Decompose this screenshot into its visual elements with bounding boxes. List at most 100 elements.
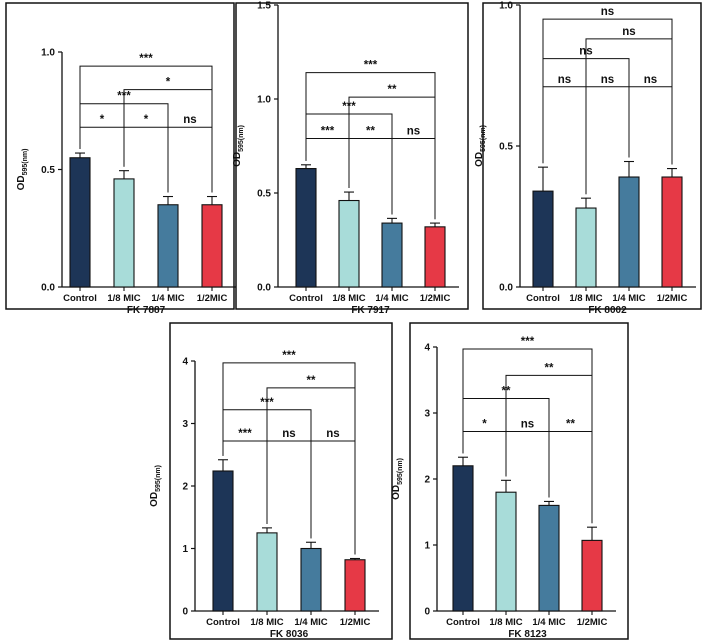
panel-frame bbox=[5, 2, 235, 310]
significance-label: *** bbox=[321, 125, 335, 137]
significance-label: ** bbox=[545, 362, 554, 374]
x-tick-label: 1/8 MIC bbox=[489, 617, 522, 628]
panel-frame bbox=[169, 322, 393, 640]
bar-0 bbox=[212, 470, 234, 612]
significance-bracket bbox=[628, 86, 673, 165]
significance-bracket bbox=[391, 137, 436, 220]
x-tick-label: Control bbox=[63, 293, 97, 304]
chart-panel-3: 0.0 0.5 1.0 OD595(nm) Control 1/8 MIC 1/4 MIC 1… bbox=[474, 1, 702, 316]
significance-bracket bbox=[542, 86, 587, 195]
bar-1 bbox=[575, 207, 597, 288]
y-axis-label-sub: 595(nm) bbox=[22, 149, 29, 176]
y-axis-label: OD595(nm) bbox=[16, 149, 29, 191]
significance-label: ns bbox=[521, 418, 534, 430]
y-axis-label-main: OD bbox=[391, 485, 402, 500]
x-tick-label: Control bbox=[289, 293, 323, 304]
significance-label: *** bbox=[521, 336, 535, 348]
y-axis-label-sub: 595(nm) bbox=[397, 458, 404, 485]
significance-label: *** bbox=[282, 350, 296, 362]
y-axis-label-sub: 595(nm) bbox=[155, 465, 162, 492]
significance-label: ns bbox=[183, 114, 196, 126]
x-tick-label: 1/4 MIC bbox=[612, 293, 645, 304]
bar-2 bbox=[381, 222, 403, 288]
x-tick-label: Control bbox=[446, 617, 480, 628]
bar-0 bbox=[295, 168, 317, 288]
significance-bracket bbox=[462, 348, 593, 524]
x-tick-label: 1/4 MIC bbox=[294, 617, 327, 628]
y-axis-label-main: OD bbox=[149, 492, 160, 507]
y-axis-label: OD595(nm) bbox=[391, 458, 404, 500]
x-tick-label: 1/8 MIC bbox=[250, 617, 283, 628]
bar-3 bbox=[424, 226, 446, 288]
bar-0 bbox=[532, 190, 554, 288]
significance-bracket bbox=[222, 362, 356, 555]
y-tick-label: 1.0 bbox=[41, 48, 55, 59]
y-axis-label-sub: 595(nm) bbox=[480, 125, 487, 152]
significance-label: ** bbox=[307, 375, 316, 387]
bar-3 bbox=[581, 539, 603, 612]
bar-0 bbox=[69, 157, 91, 288]
x-tick-label: 1/2MIC bbox=[420, 293, 451, 304]
significance-bracket bbox=[310, 440, 356, 555]
x-tick-label: 1/4 MIC bbox=[532, 617, 565, 628]
significance-bracket bbox=[266, 440, 312, 539]
bar-3 bbox=[201, 204, 223, 288]
significance-label: ns bbox=[326, 428, 339, 440]
x-tick-label: 1/4 MIC bbox=[151, 293, 184, 304]
chart-panel-5: 0 1 2 3 4 OD595(nm) Control 1/8 MIC 1/4 MIC 1/2MI… bbox=[391, 322, 629, 640]
x-axis-label: FK 7917 bbox=[351, 305, 390, 316]
chart-panel-1: 0.0 0.5 1.0 OD595(nm) Control 1/8 MIC 1/4 MIC 1… bbox=[5, 2, 236, 316]
panel-frame bbox=[235, 2, 469, 310]
y-axis-label: OD595(nm) bbox=[474, 125, 487, 167]
y-tick-label: 0 bbox=[182, 607, 188, 618]
significance-label: ns bbox=[558, 74, 571, 86]
significance-label: ns bbox=[282, 428, 295, 440]
x-tick-label: 1/8 MIC bbox=[569, 293, 602, 304]
significance-label: *** bbox=[364, 60, 378, 72]
significance-label: ns bbox=[407, 125, 420, 137]
x-axis-label: FK 8002 bbox=[588, 305, 627, 316]
y-axis-label-sub: 595(nm) bbox=[238, 125, 245, 152]
y-tick-label: 2 bbox=[182, 482, 188, 493]
y-tick-label: 0.5 bbox=[257, 189, 271, 200]
y-tick-label: 3 bbox=[182, 419, 188, 430]
x-tick-label: Control bbox=[206, 617, 240, 628]
chart-panel-4: 0 1 2 3 4 OD595(nm) Control 1/8 MIC 1/4 MIC 1/2MI… bbox=[149, 322, 393, 640]
bar-2 bbox=[300, 547, 322, 612]
bar-3 bbox=[344, 559, 366, 612]
significance-label: ns bbox=[644, 74, 657, 86]
y-tick-label: 1.0 bbox=[257, 95, 271, 106]
significance-label: ** bbox=[566, 418, 575, 430]
y-tick-label: 1.0 bbox=[499, 1, 513, 12]
significance-label: * bbox=[144, 114, 149, 126]
significance-bracket bbox=[305, 72, 436, 220]
y-tick-label: 0.0 bbox=[257, 283, 271, 294]
bar-2 bbox=[618, 176, 640, 288]
bar-1 bbox=[256, 532, 278, 612]
x-axis-label: FK 8123 bbox=[508, 629, 547, 640]
bar-1 bbox=[338, 199, 360, 288]
y-tick-label: 3 bbox=[424, 409, 430, 420]
y-axis-label: OD595(nm) bbox=[232, 125, 245, 167]
bar-2 bbox=[538, 504, 560, 612]
y-axis-label: OD595(nm) bbox=[149, 465, 162, 507]
x-tick-label: Control bbox=[526, 293, 560, 304]
significance-label: ** bbox=[388, 84, 397, 96]
y-tick-label: 0.5 bbox=[499, 142, 513, 153]
y-tick-label: 2 bbox=[424, 475, 430, 486]
x-tick-label: 1/8 MIC bbox=[332, 293, 365, 304]
panel-frame bbox=[409, 322, 629, 640]
significance-label: *** bbox=[139, 53, 153, 65]
bar-0 bbox=[452, 465, 474, 612]
significance-bracket bbox=[79, 65, 213, 193]
significance-label: * bbox=[100, 114, 105, 126]
significance-bracket bbox=[167, 126, 213, 193]
significance-label: * bbox=[166, 77, 171, 89]
y-tick-label: 0.5 bbox=[41, 165, 55, 176]
y-tick-label: 0.0 bbox=[41, 283, 55, 294]
significance-bracket bbox=[505, 430, 550, 498]
y-tick-label: 1 bbox=[424, 541, 430, 552]
x-axis-label: FK 7887 bbox=[127, 305, 166, 316]
x-tick-label: 1/2MIC bbox=[577, 617, 608, 628]
